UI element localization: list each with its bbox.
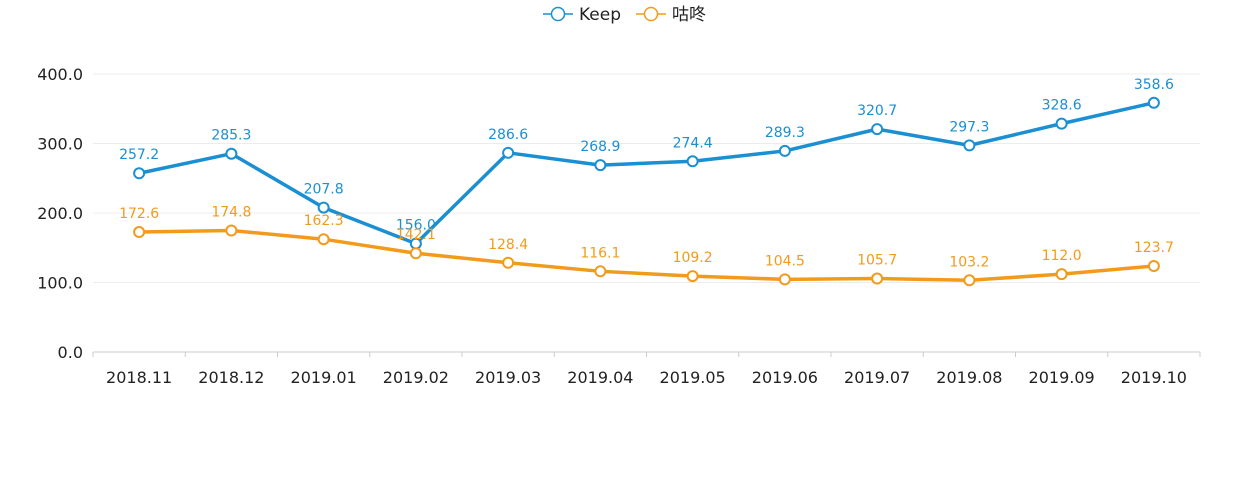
- y-tick-label: 100.0: [37, 274, 83, 293]
- y-tick-label: 0.0: [58, 343, 83, 362]
- data-point[interactable]: [1055, 117, 1068, 130]
- data-point[interactable]: [963, 139, 976, 152]
- data-point[interactable]: [409, 247, 422, 260]
- data-point[interactable]: [1147, 260, 1160, 273]
- data-label: 142.1: [396, 227, 436, 243]
- data-point[interactable]: [502, 146, 515, 159]
- data-point[interactable]: [871, 272, 884, 285]
- data-label: 285.3: [211, 128, 251, 144]
- x-tick-label: 2019.01: [291, 368, 357, 387]
- legend: Keep 咕咚: [543, 5, 706, 25]
- data-point[interactable]: [594, 159, 607, 172]
- legend-item-gudong[interactable]: 咕咚: [636, 5, 706, 25]
- x-tick-label: 2018.11: [106, 368, 172, 387]
- data-point[interactable]: [1055, 268, 1068, 281]
- data-label: 105.7: [857, 253, 897, 269]
- data-label: 123.7: [1134, 240, 1174, 256]
- x-tick-label: 2019.05: [660, 368, 726, 387]
- x-tick-label: 2019.02: [383, 368, 449, 387]
- data-point[interactable]: [1147, 96, 1160, 109]
- y-tick-label: 400.0: [37, 65, 83, 84]
- data-point[interactable]: [778, 144, 791, 157]
- data-point[interactable]: [502, 256, 515, 269]
- data-label: 116.1: [580, 245, 620, 261]
- grid: 0.0 100.0 200.0 300.0 400.0: [37, 65, 1200, 362]
- x-axis: 2018.11 2018.12 2019.01 2019.02 2019.03 2019.…: [92, 351, 1201, 387]
- data-label: 320.7: [857, 103, 897, 119]
- series-line: [137, 101, 1156, 246]
- y-tick-label: 300.0: [37, 135, 83, 154]
- data-label: 297.3: [949, 119, 989, 135]
- x-tick-label: 2019.04: [567, 368, 633, 387]
- data-label: 109.2: [673, 250, 713, 266]
- data-point[interactable]: [686, 155, 699, 168]
- legend-circle-icon: [550, 6, 566, 22]
- data-label: 172.6: [119, 206, 159, 222]
- data-label: 257.2: [119, 147, 159, 163]
- data-label: 328.6: [1042, 98, 1082, 114]
- data-point[interactable]: [225, 147, 238, 160]
- data-label: 112.0: [1042, 248, 1082, 264]
- legend-label: 咕咚: [672, 5, 706, 25]
- data-point[interactable]: [778, 273, 791, 286]
- x-tick-label: 2018.12: [198, 368, 264, 387]
- data-point[interactable]: [686, 270, 699, 283]
- data-label: 162.3: [304, 213, 344, 229]
- data-label: 207.8: [304, 182, 344, 198]
- data-label: 174.8: [211, 205, 251, 221]
- x-tick-label: 2019.09: [1029, 368, 1095, 387]
- x-tick-label: 2019.07: [844, 368, 910, 387]
- series-gudong: 172.6 174.8 162.3 142.1 128.4 116.1 109.2 104.5…: [119, 205, 1174, 287]
- data-label: 289.3: [765, 125, 805, 141]
- data-label: 268.9: [580, 139, 620, 155]
- data-label: 156.0: [396, 218, 436, 234]
- data-point[interactable]: [317, 233, 330, 246]
- data-label: 104.5: [765, 253, 805, 269]
- data-label: 128.4: [488, 237, 528, 253]
- data-label: 286.6: [488, 127, 528, 143]
- legend-label: Keep: [579, 5, 621, 25]
- series-line: [137, 228, 1156, 283]
- x-tick-label: 2019.10: [1121, 368, 1187, 387]
- data-point[interactable]: [133, 226, 146, 239]
- legend-circle-icon: [643, 6, 659, 22]
- legend-item-keep[interactable]: Keep: [543, 5, 621, 25]
- data-point[interactable]: [317, 201, 330, 214]
- series-keep: 257.2 285.3 207.8 156.0 286.6 268.9 274.4 289.3…: [119, 77, 1174, 250]
- data-point[interactable]: [871, 123, 884, 136]
- x-tick-label: 2019.08: [936, 368, 1002, 387]
- data-label: 103.2: [949, 254, 989, 270]
- data-label: 274.4: [673, 135, 713, 151]
- data-point[interactable]: [963, 274, 976, 287]
- data-point[interactable]: [133, 167, 146, 180]
- y-tick-label: 200.0: [37, 204, 83, 223]
- x-tick-label: 2019.03: [475, 368, 541, 387]
- data-label: 358.6: [1134, 77, 1174, 93]
- data-point[interactable]: [225, 224, 238, 237]
- x-tick-label: 2019.06: [752, 368, 818, 387]
- data-point[interactable]: [594, 265, 607, 278]
